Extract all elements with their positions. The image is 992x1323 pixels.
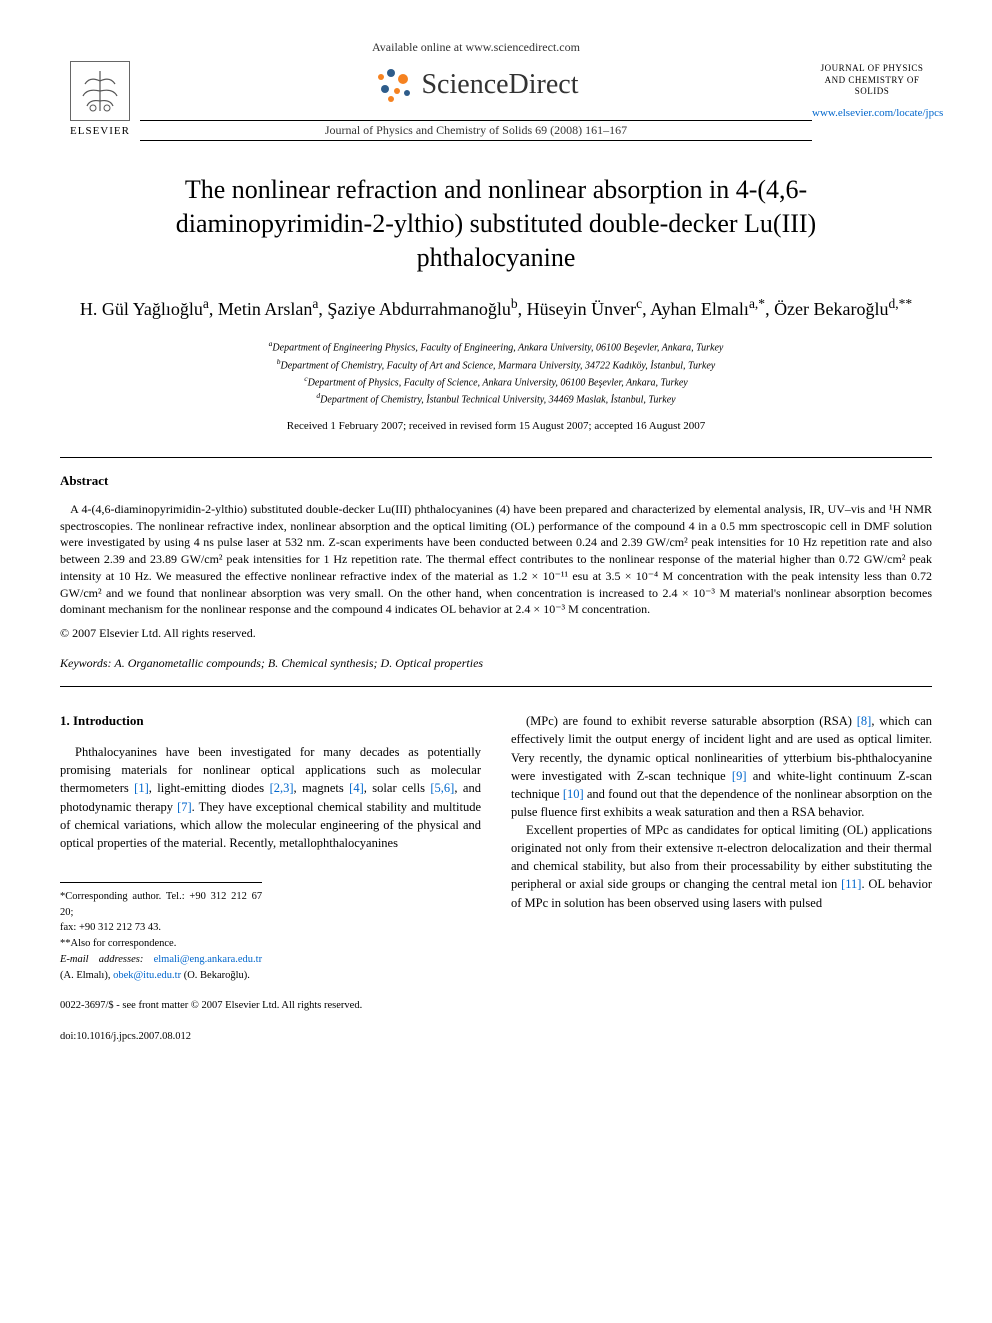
affiliation-d: dDepartment of Chemistry, İstanbul Techn… <box>60 390 932 407</box>
affiliation-c: cDepartment of Physics, Faculty of Scien… <box>60 373 932 390</box>
email-link-2[interactable]: obek@itu.edu.tr <box>113 970 181 981</box>
abstract-text: A 4-(4,6-diaminopyrimidin-2-ylthio) subs… <box>60 501 932 619</box>
email-addresses: E-mail addresses: elmali@eng.ankara.edu.… <box>60 952 262 984</box>
corresponding-author-1: *Corresponding author. Tel.: +90 312 212… <box>60 889 262 921</box>
left-column: 1. Introduction Phthalocyanines have bee… <box>60 712 481 1044</box>
abstract-heading: Abstract <box>60 473 932 489</box>
article-title: The nonlinear refraction and nonlinear a… <box>100 173 892 274</box>
sciencedirect-icon <box>373 65 413 105</box>
right-column: (MPc) are found to exhibit reverse satur… <box>511 712 932 1044</box>
intro-heading: 1. Introduction <box>60 712 481 731</box>
received-dates: Received 1 February 2007; received in re… <box>60 420 932 432</box>
elsevier-logo: ELSEVIER <box>60 47 140 137</box>
locate-link[interactable]: www.elsevier.com/locate/jpcs <box>812 106 932 120</box>
body-columns: 1. Introduction Phthalocyanines have bee… <box>60 712 932 1044</box>
intro-right-p1: (MPc) are found to exhibit reverse satur… <box>511 712 932 821</box>
footer-doi: doi:10.1016/j.jpcs.2007.08.012 <box>60 1029 481 1044</box>
intro-right-p2: Excellent properties of MPc as candidate… <box>511 821 932 912</box>
available-online-text: Available online at www.sciencedirect.co… <box>140 40 812 55</box>
authors: H. Gül Yağlıoğlua, Metin Arslana, Şaziye… <box>60 294 932 323</box>
journal-name-small: JOURNAL OF PHYSICS AND CHEMISTRY OF SOLI… <box>812 63 932 98</box>
corresponding-author-2: **Also for correspondence. <box>60 936 262 952</box>
journal-title-box: JOURNAL OF PHYSICS AND CHEMISTRY OF SOLI… <box>812 63 932 120</box>
journal-header: ELSEVIER Available online at www.science… <box>60 40 932 143</box>
footnotes: *Corresponding author. Tel.: +90 312 212… <box>60 882 262 984</box>
affiliations: aDepartment of Engineering Physics, Facu… <box>60 338 932 407</box>
sciencedirect-text: ScienceDirect <box>421 69 578 101</box>
affiliation-a: aDepartment of Engineering Physics, Facu… <box>60 338 932 355</box>
keywords-label: Keywords: <box>60 656 112 670</box>
journal-reference: Journal of Physics and Chemistry of Soli… <box>140 123 812 138</box>
keywords: Keywords: A. Organometallic compounds; B… <box>60 656 932 671</box>
affiliation-b: bDepartment of Chemistry, Faculty of Art… <box>60 356 932 373</box>
corresponding-fax: fax: +90 312 212 73 43. <box>60 920 262 936</box>
footer-issn: 0022-3697/$ - see front matter © 2007 El… <box>60 998 481 1013</box>
email-link-1[interactable]: elmali@eng.ankara.edu.tr <box>154 954 263 965</box>
sciencedirect-logo: ScienceDirect <box>140 65 812 105</box>
elsevier-tree-icon <box>70 61 130 121</box>
intro-left-p1: Phthalocyanines have been investigated f… <box>60 743 481 852</box>
abstract-copyright: © 2007 Elsevier Ltd. All rights reserved… <box>60 626 932 641</box>
elsevier-label: ELSEVIER <box>70 125 130 137</box>
keywords-text: A. Organometallic compounds; B. Chemical… <box>114 656 483 670</box>
center-header: Available online at www.sciencedirect.co… <box>140 40 812 143</box>
